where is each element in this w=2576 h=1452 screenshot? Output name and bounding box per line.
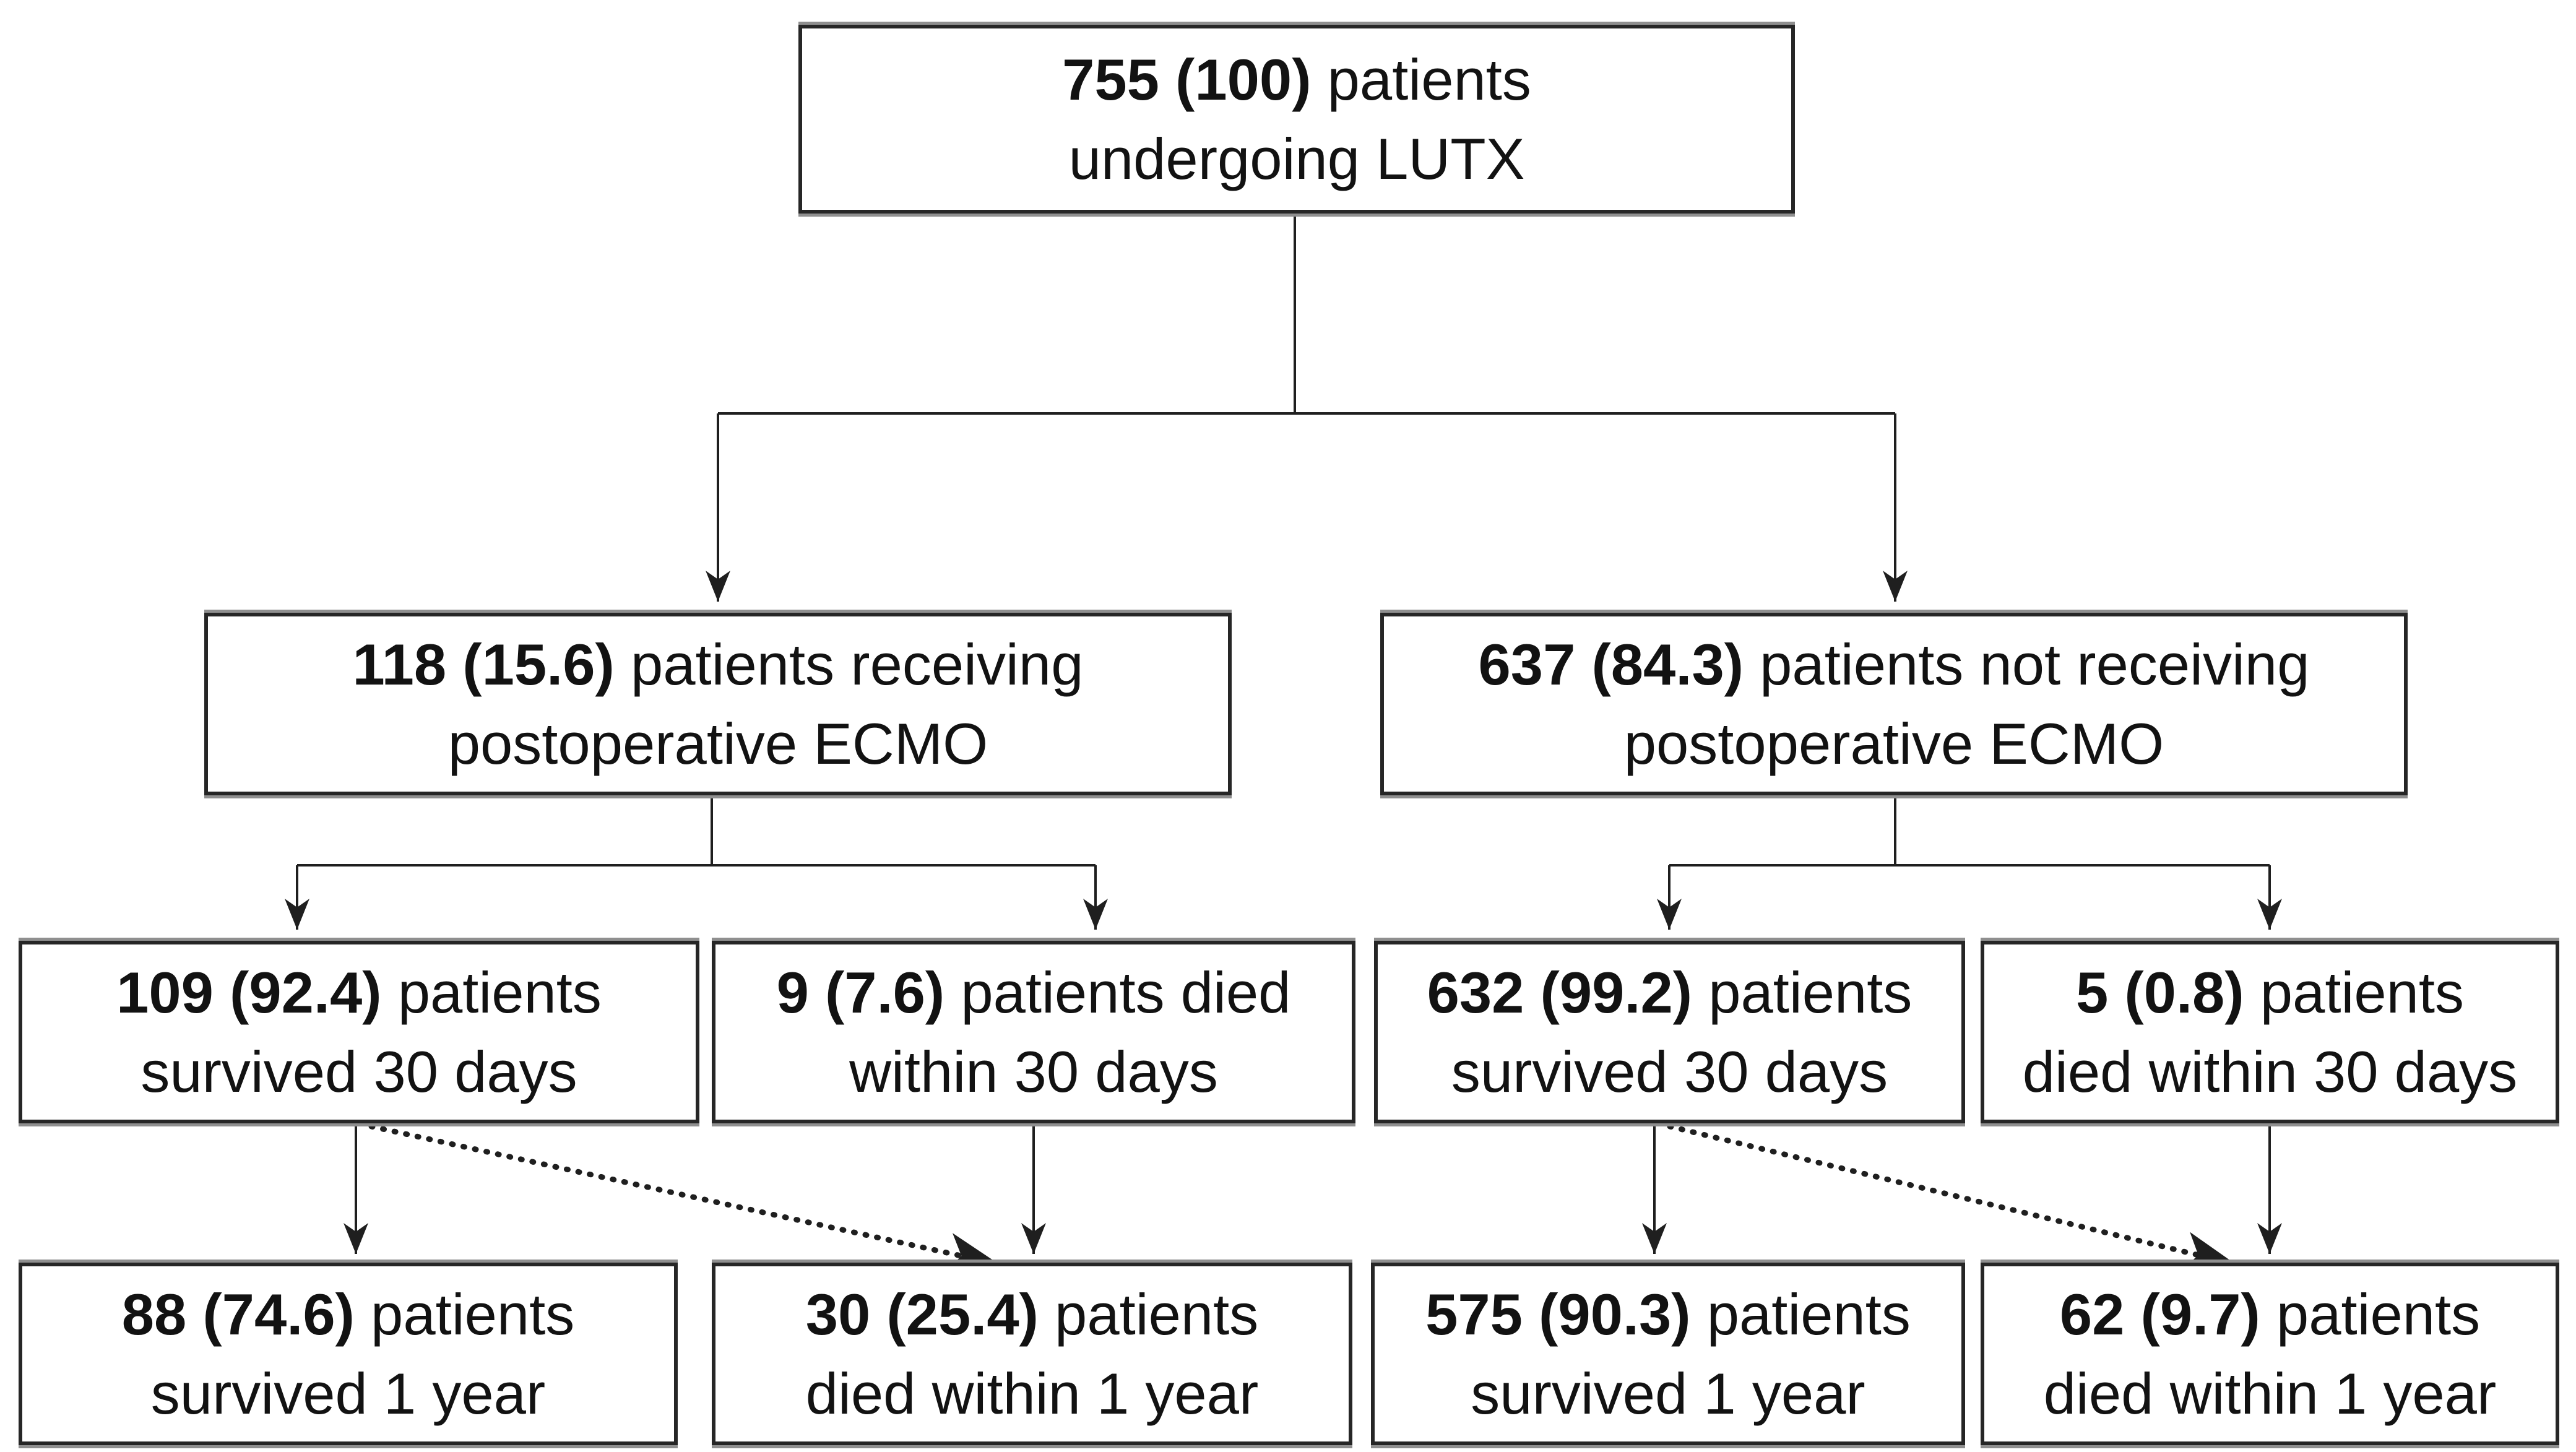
node-label: patients died [944, 959, 1291, 1025]
node-ecmo-survived-30d: 109 (92.4) patients survived 30 days [19, 941, 699, 1123]
node-count: 109 (92.4) [116, 959, 382, 1025]
node-line2: within 30 days [849, 1039, 1218, 1104]
node-noecmo-died-30d: 5 (0.8) patients died within 30 days [1981, 941, 2559, 1123]
node-line2: survived 1 year [1471, 1360, 1865, 1426]
node-line1: 109 (92.4) patients [116, 953, 602, 1032]
node-count: 9 (7.6) [776, 959, 945, 1025]
node-label: patients [1038, 1281, 1259, 1347]
node-count: 575 (90.3) [1425, 1281, 1691, 1347]
connector-ecmo-surv30-to-died1y [368, 1123, 1001, 1273]
node-noecmo-survived-1y: 575 (90.3) patients survived 1 year [1371, 1263, 1965, 1445]
node-count: 30 (25.4) [805, 1281, 1039, 1347]
node-line1: 632 (99.2) patients [1427, 953, 1913, 1032]
node-label: patients [2260, 1281, 2481, 1347]
node-line1: 9 (7.6) patients died [777, 953, 1291, 1032]
node-line1: 118 (15.6) patients receiving [353, 625, 1084, 704]
node-ecmo-died-1y: 30 (25.4) patients died within 1 year [712, 1263, 1352, 1445]
node-label: patients [381, 959, 602, 1025]
node-line2: survived 30 days [1451, 1039, 1888, 1104]
node-line1: 62 (9.7) patients [2060, 1275, 2480, 1354]
node-count: 632 (99.2) [1427, 959, 1693, 1025]
node-label: patients [1690, 1281, 1911, 1347]
node-line2: undergoing LUTX [1068, 126, 1525, 191]
node-count: 118 (15.6) [352, 631, 615, 697]
node-noecmo-survived-30d: 632 (99.2) patients survived 30 days [1374, 941, 1965, 1123]
connector-noecmo-surv30-to-died1y [1667, 1123, 2237, 1272]
node-total-lutx: 755 (100) patients undergoing LUTX [798, 25, 1795, 214]
node-line2: survived 30 days [140, 1039, 577, 1104]
node-label: patients [1311, 46, 1531, 112]
node-label: patients [2244, 959, 2465, 1025]
node-ecmo-survived-1y: 88 (74.6) patients survived 1 year [19, 1263, 678, 1445]
node-line2: died within 30 days [2022, 1039, 2518, 1104]
node-ecmo: 118 (15.6) patients receiving postoperat… [204, 613, 1232, 795]
node-ecmo-died-30d: 9 (7.6) patients died within 30 days [712, 941, 1355, 1123]
node-count: 88 (74.6) [121, 1281, 355, 1347]
node-line1: 5 (0.8) patients [2076, 953, 2464, 1032]
node-line2: postoperative ECMO [1623, 711, 2164, 776]
node-line2: died within 1 year [805, 1360, 1259, 1426]
node-noecmo-died-1y: 62 (9.7) patients died within 1 year [1981, 1263, 2559, 1445]
node-count: 5 (0.8) [2075, 959, 2244, 1025]
node-line1: 88 (74.6) patients [122, 1275, 575, 1354]
node-no-ecmo: 637 (84.3) patients not receiving postop… [1380, 613, 2408, 795]
node-label: patients receiving [614, 631, 1084, 697]
node-line1: 755 (100) patients [1062, 40, 1531, 119]
node-count: 755 (100) [1062, 46, 1312, 112]
node-count: 62 (9.7) [2059, 1281, 2260, 1347]
node-label: patients [354, 1281, 575, 1347]
node-line1: 575 (90.3) patients [1425, 1275, 1911, 1354]
node-label: patients [1692, 959, 1913, 1025]
node-line2: died within 1 year [2043, 1360, 2497, 1426]
node-label: patients not receiving [1744, 631, 2310, 697]
node-line1: 30 (25.4) patients [806, 1275, 1259, 1354]
node-line2: survived 1 year [150, 1360, 546, 1426]
node-line1: 637 (84.3) patients not receiving [1479, 625, 2310, 704]
node-count: 637 (84.3) [1478, 631, 1744, 697]
node-line2: postoperative ECMO [447, 711, 988, 776]
